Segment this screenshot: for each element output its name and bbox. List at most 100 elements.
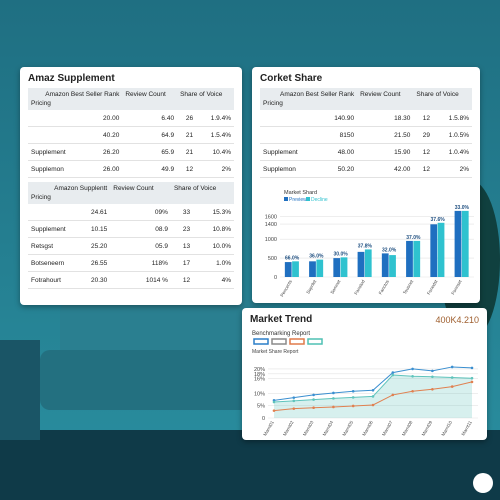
point bbox=[371, 395, 375, 398]
table-cell: 65.9 bbox=[122, 143, 178, 161]
y-tick-label: 1600 bbox=[265, 215, 277, 221]
table-row: Retsgst 25.20 05.9 13 10.0% bbox=[28, 237, 234, 255]
header-text: Amazon Best Seller Rank bbox=[280, 91, 355, 98]
point bbox=[411, 374, 414, 378]
table-cell: 13 bbox=[170, 237, 194, 255]
table-cell: 12 bbox=[170, 271, 194, 289]
y-tick-label: 0 bbox=[262, 416, 265, 422]
table-cell: 12 bbox=[413, 143, 434, 161]
header-text: Amazon Best Seller Rank bbox=[45, 91, 120, 98]
bar-annotation: 37.8% bbox=[358, 243, 373, 249]
bar bbox=[309, 261, 316, 277]
table-cell: 140.90 bbox=[319, 110, 358, 127]
bar bbox=[340, 257, 348, 277]
y-tick-label: 18% bbox=[254, 372, 265, 378]
point bbox=[391, 373, 395, 377]
table-row: 40.20 64.9 21 1.5.4% bbox=[28, 126, 234, 144]
point bbox=[450, 385, 454, 388]
table-row: 20.00 6.40 26 1.9.4% bbox=[28, 110, 234, 127]
card-title: Amaz Supplement bbox=[28, 73, 115, 84]
bar bbox=[454, 210, 462, 277]
table-row: Supplement 48.00 15.90 12 1.0.4% bbox=[260, 143, 472, 161]
bar-annotation: 30.0% bbox=[334, 251, 349, 257]
data-table: Amazon Best Seller Rank Pricing Review Cou… bbox=[260, 88, 472, 178]
data-table: Amazon Supplentt Pricing Review Count Share… bbox=[28, 182, 234, 289]
table-cell: 10.8% bbox=[193, 220, 234, 238]
header-cell: Amazon Supplentt Pricing bbox=[28, 182, 111, 204]
table-cell: 21.50 bbox=[357, 126, 414, 144]
point bbox=[371, 388, 375, 392]
table-cell: 10.0% bbox=[193, 237, 234, 255]
subtitle: Benchmarking Report bbox=[252, 331, 310, 337]
y-tick-label: 5% bbox=[257, 404, 265, 410]
table-cell: 1.0.4% bbox=[433, 143, 472, 161]
bar bbox=[316, 259, 324, 277]
y-tick-label: 16% bbox=[254, 377, 265, 383]
table-cell: 12 bbox=[177, 160, 197, 178]
bar bbox=[381, 253, 389, 277]
table-cell: 08.9 bbox=[110, 220, 171, 238]
point bbox=[351, 396, 355, 399]
table-cell: 2% bbox=[433, 160, 472, 178]
table-cell: 25.20 bbox=[81, 237, 111, 255]
legend-chip bbox=[307, 338, 323, 345]
table-cell: 49.9 bbox=[122, 160, 178, 178]
header-row: Amazon Best Seller Rank Pricing Review Cou… bbox=[28, 88, 234, 110]
table-cell: 33 bbox=[170, 204, 194, 221]
legend-swatch bbox=[306, 197, 310, 201]
point bbox=[332, 405, 335, 409]
point bbox=[431, 375, 434, 379]
side-table bbox=[0, 340, 40, 440]
table-cell bbox=[28, 204, 82, 221]
table-cell: 42.00 bbox=[357, 160, 414, 178]
bar bbox=[292, 261, 299, 277]
point bbox=[411, 389, 414, 393]
bar-annotation: 37.0% bbox=[406, 235, 421, 241]
bar bbox=[461, 210, 469, 277]
x-tick-label: Marnt11 bbox=[460, 420, 473, 437]
card-title: Market Trend bbox=[250, 314, 313, 325]
table-cell: 26.20 bbox=[88, 143, 123, 161]
table-cell: 15.3% bbox=[193, 204, 234, 221]
table-row: Supplemon 50.20 42.00 12 2% bbox=[260, 160, 472, 178]
point bbox=[391, 371, 395, 374]
x-tick-label: Marnt02 bbox=[282, 420, 295, 437]
table-cell: 09% bbox=[110, 204, 171, 221]
table-cell: 4% bbox=[193, 271, 234, 289]
header-cell: Review Count bbox=[122, 88, 178, 110]
x-tick-label: Fanstod bbox=[353, 279, 366, 296]
bar bbox=[430, 224, 438, 277]
x-tick-label: Marnt07 bbox=[381, 420, 394, 437]
y-tick-label: 20% bbox=[254, 367, 265, 373]
header-text: Pricing bbox=[31, 194, 51, 201]
table-cell: 64.9 bbox=[122, 126, 178, 144]
table-cell: 6.40 bbox=[122, 110, 178, 127]
x-tick-label: Marnt06 bbox=[361, 420, 374, 437]
point bbox=[312, 406, 315, 409]
bar bbox=[389, 255, 396, 277]
table-cell: 20.30 bbox=[81, 271, 111, 289]
bar-annotation: 32.0% bbox=[382, 247, 397, 253]
point bbox=[371, 403, 375, 407]
x-tick-label: Marnt03 bbox=[302, 420, 315, 437]
table-cell: 118% bbox=[110, 254, 171, 272]
header-text: Pricing bbox=[263, 100, 283, 107]
point bbox=[312, 393, 315, 397]
x-tick-label: Sopnlet bbox=[305, 278, 317, 294]
table-cell: 1.5.8% bbox=[433, 110, 472, 127]
table-cell: 12 bbox=[413, 160, 434, 178]
ai-badge bbox=[473, 473, 493, 493]
legend-title: Market Shard bbox=[284, 190, 317, 196]
point bbox=[312, 398, 315, 401]
bar bbox=[284, 262, 292, 277]
tables: Amazon Best Seller Rank Pricing Review Cou… bbox=[252, 88, 480, 178]
y-tick-label: 10% bbox=[254, 391, 265, 397]
x-tick-label: Fonnset bbox=[450, 278, 463, 295]
x-tick-label: Marnt04 bbox=[322, 420, 335, 437]
data-table: Amazon Best Seller Rank Pricing Review Cou… bbox=[28, 88, 234, 178]
table-cell: 2% bbox=[196, 160, 234, 178]
table-cell: 23 bbox=[170, 220, 194, 238]
table-cell: 10.4% bbox=[196, 143, 234, 161]
table-cell: 21 bbox=[177, 126, 197, 144]
point bbox=[332, 391, 335, 395]
